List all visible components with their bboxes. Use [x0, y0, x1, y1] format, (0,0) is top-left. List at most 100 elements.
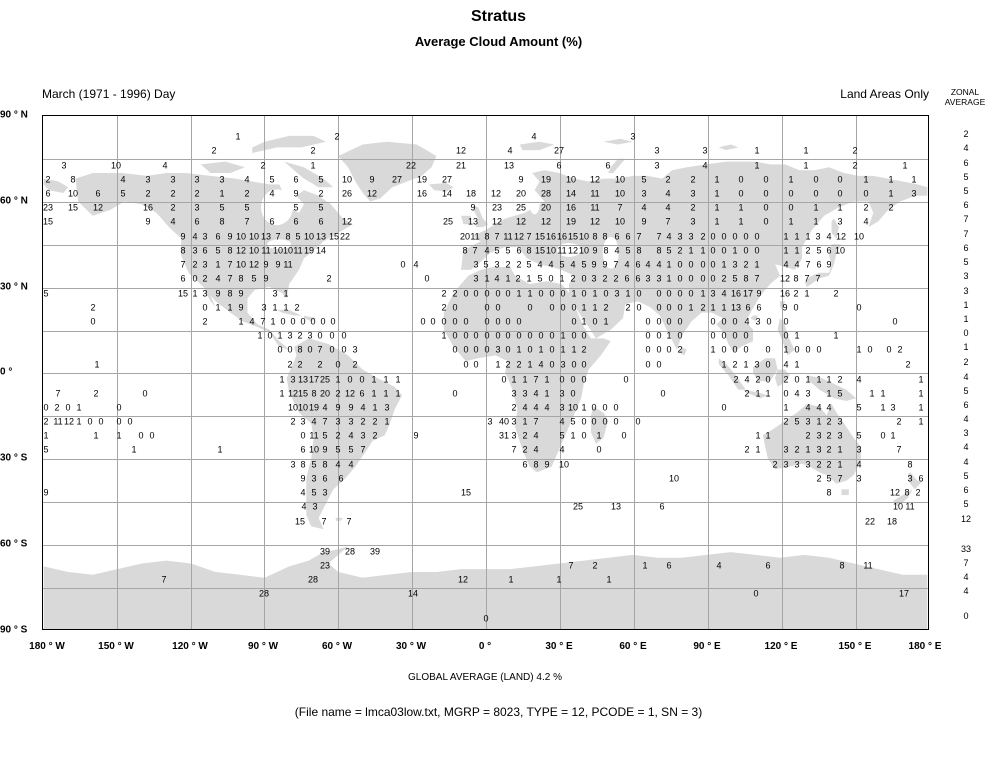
grid-value: 4 [311, 416, 317, 427]
grid-value: 18 [465, 188, 477, 199]
grid-value: 4 [548, 259, 554, 270]
grid-value: 3 [591, 273, 597, 284]
grid-value: 3 [837, 430, 843, 441]
zonal-average-value: 12 [960, 514, 971, 524]
grid-value: 8 [839, 560, 845, 571]
grid-value: 3 [219, 174, 225, 185]
grid-value: 5 [559, 430, 565, 441]
grid-value: 4 [794, 388, 800, 399]
grid-value: 6 [359, 388, 365, 399]
grid-value: 5 [856, 402, 862, 413]
grid-value: 2 [833, 288, 839, 299]
zonal-header-line1: ZONAL [950, 87, 980, 97]
grid-value: 1 [283, 288, 289, 299]
grid-value: 0 [710, 273, 716, 284]
grid-value: 2 [244, 188, 250, 199]
zonal-average-value: 1 [963, 300, 969, 310]
grid-value: 1 [560, 330, 566, 341]
grid-value: 0 [473, 330, 479, 341]
grid-value: 1 [714, 216, 720, 227]
grid-value: 1 [217, 444, 223, 455]
grid-value: 2 [54, 402, 60, 413]
grid-value: 6 [625, 231, 631, 242]
grid-value: 5 [666, 245, 672, 256]
grid-value: 2 [326, 273, 332, 284]
zonal-average-value: 5 [963, 172, 969, 182]
grid-value: 1 [755, 444, 761, 455]
grid-value: 17 [742, 288, 754, 299]
grid-value: 0 [452, 302, 458, 313]
grid-value: 9 [602, 259, 608, 270]
grid-value: 12 [92, 202, 104, 213]
grid-value: 0 [656, 302, 662, 313]
grid-value: 7 [180, 259, 186, 270]
grid-value: 0 [329, 344, 335, 355]
grid-value: 3 [322, 487, 328, 498]
grid-value: 2 [335, 430, 341, 441]
grid-value: 10 [297, 402, 309, 413]
grid-value: 2 [290, 416, 296, 427]
grid-value: 11 [293, 245, 303, 256]
grid-value: 1 [805, 444, 811, 455]
grid-value: 12 [248, 259, 260, 270]
grid-value: 6 [659, 501, 665, 512]
grid-value: 0 [549, 288, 555, 299]
grid-value: 16 [416, 188, 428, 199]
grid-value: 0 [484, 344, 490, 355]
grid-value: 0 [549, 359, 555, 370]
grid-value: 2 [852, 145, 858, 156]
grid-value: 0 [267, 330, 273, 341]
grid-value: 4 [856, 374, 862, 385]
grid-value: 0 [656, 359, 662, 370]
grid-value: 0 [700, 259, 706, 270]
grid-value: 2 [794, 444, 800, 455]
latitude-gridline [43, 459, 928, 460]
grid-value: 5 [505, 245, 511, 256]
grid-value: 2 [905, 359, 911, 370]
grid-value: 4 [641, 202, 647, 213]
grid-value: 0 [732, 330, 738, 341]
grid-value: 3 [654, 160, 660, 171]
grid-value: 0 [463, 288, 469, 299]
grid-value: 0 [463, 359, 469, 370]
grid-value: 2 [372, 430, 378, 441]
grid-value: 0 [310, 316, 316, 327]
grid-value: 0 [420, 316, 426, 327]
grid-value: 4 [120, 174, 126, 185]
grid-value: 11 [863, 560, 873, 571]
grid-value: 0 [738, 188, 744, 199]
grid-value: 16 [565, 202, 577, 213]
grid-value: 0 [202, 302, 208, 313]
grid-value: 6 [745, 302, 751, 313]
grid-value: 4 [533, 444, 539, 455]
grid-value: 0 [527, 302, 533, 313]
grid-value: 25 [572, 501, 584, 512]
grid-value: 0 [452, 388, 458, 399]
grid-value: 0 [501, 374, 507, 385]
grid-value: 0 [463, 330, 469, 341]
grid-value: 8 [603, 245, 609, 256]
grid-value: 6 [765, 560, 771, 571]
global-average-label: GLOBAL AVERAGE (LAND) 4.2 % [408, 672, 562, 683]
grid-value: 0 [538, 288, 544, 299]
x-axis-label: 120 ° W [172, 641, 208, 652]
grid-value: 0 [710, 231, 716, 242]
grid-value: 2 [202, 316, 208, 327]
grid-value: 2 [515, 273, 521, 284]
grid-value: 0 [710, 330, 716, 341]
grid-value: 4 [537, 259, 543, 270]
grid-value: 2 [816, 459, 822, 470]
grid-value: 4 [826, 402, 832, 413]
grid-value: 0 [549, 330, 555, 341]
grid-value: 3 [688, 231, 694, 242]
grid-value: 4 [656, 259, 662, 270]
x-axis-label: 60 ° W [321, 641, 353, 652]
grid-value: 1 [754, 160, 760, 171]
grid-value: 0 [710, 316, 716, 327]
zonal-average-value: 0 [963, 611, 969, 621]
grid-value: 13 [467, 216, 479, 227]
grid-value: 5 [43, 444, 49, 455]
grid-value: 2 [700, 302, 706, 313]
grid-value: 18 [886, 516, 898, 527]
grid-value: 0 [138, 430, 144, 441]
